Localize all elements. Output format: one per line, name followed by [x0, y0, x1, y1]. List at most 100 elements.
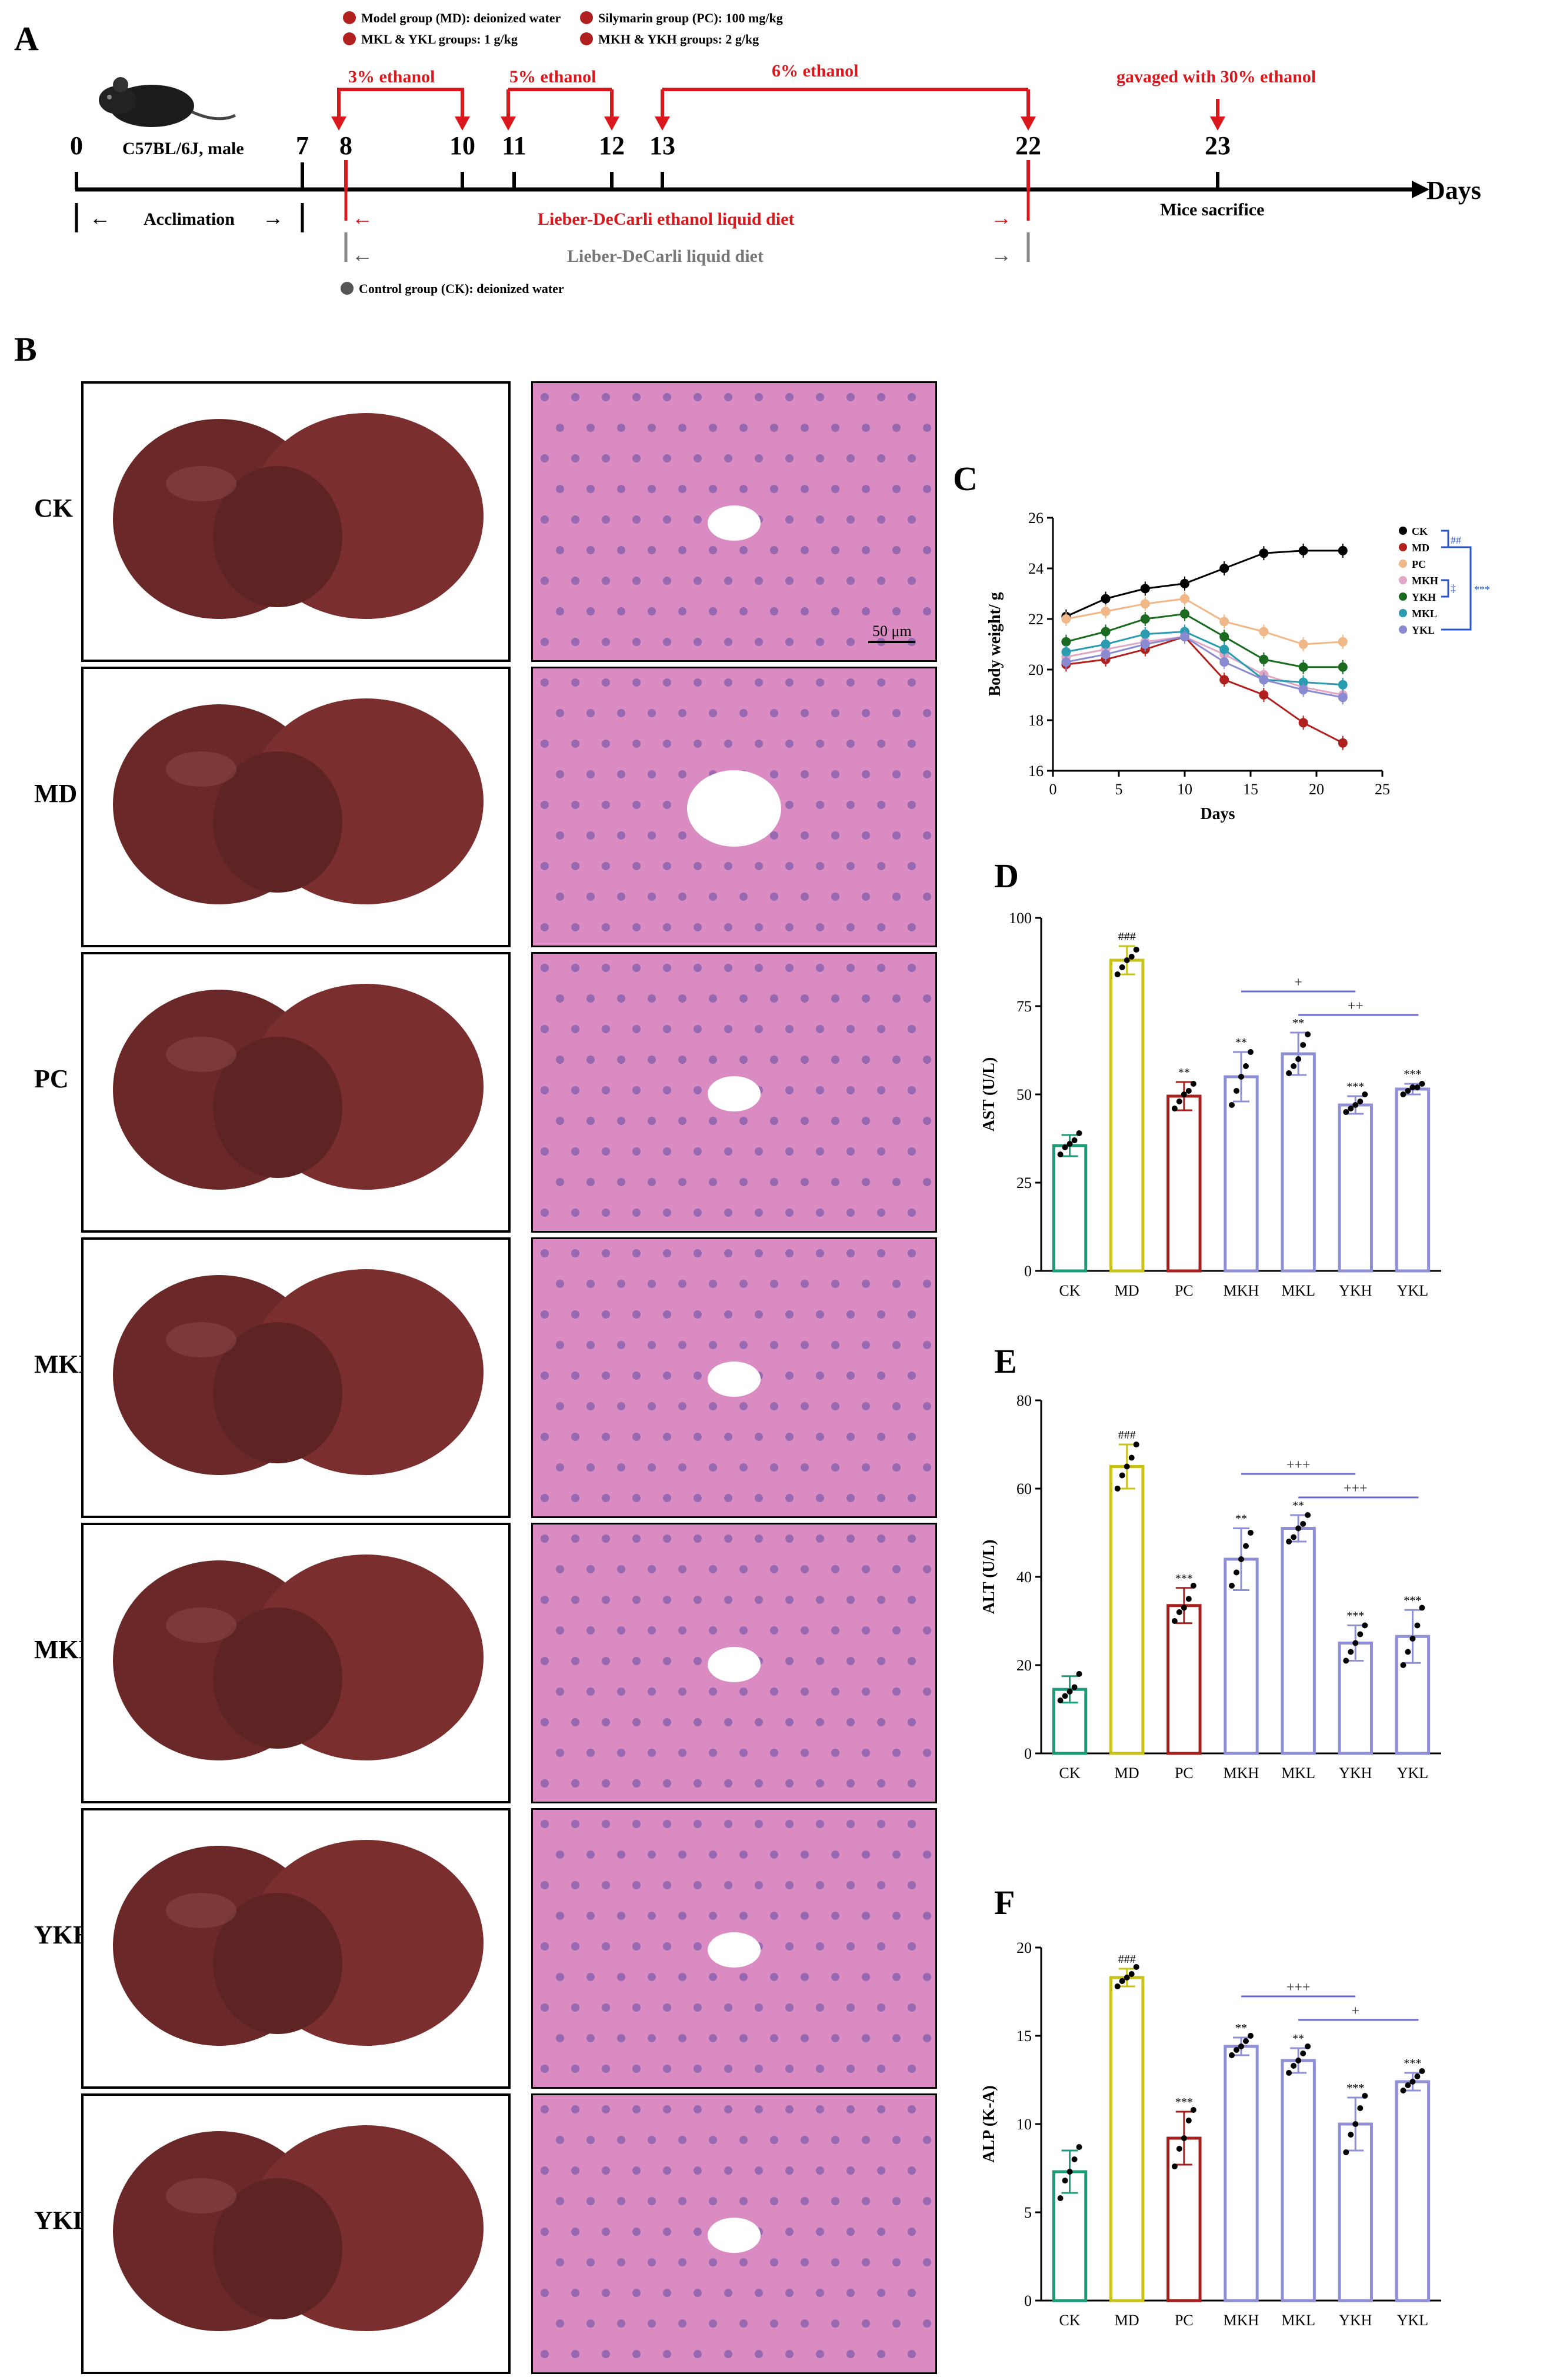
- e-point: [1062, 1693, 1068, 1699]
- c-point: [1338, 637, 1348, 647]
- e-point: [1185, 1596, 1192, 1602]
- d-point: [1243, 1063, 1249, 1069]
- liver-photo-mkl: [81, 1523, 511, 1803]
- e-sig-mkh: **: [1235, 1513, 1247, 1526]
- e-sig-pc: ***: [1175, 1572, 1193, 1585]
- legend-dot-high: [580, 32, 593, 45]
- d-point: [1291, 1063, 1297, 1069]
- c-series-ykh: [1066, 613, 1343, 668]
- c-point: [1101, 627, 1111, 637]
- c-point: [1259, 548, 1269, 558]
- e-point: [1414, 1622, 1421, 1629]
- e-point: [1133, 1442, 1139, 1447]
- c-legend-mkl: MKL: [1412, 608, 1437, 620]
- c-point: [1338, 693, 1348, 703]
- e-point: [1352, 1640, 1359, 1646]
- c-legend-md: MD: [1412, 542, 1429, 554]
- f-point: [1062, 2178, 1068, 2183]
- f-point: [1243, 2038, 1249, 2044]
- c-series-pc: [1066, 598, 1343, 645]
- f-point: [1419, 2068, 1425, 2074]
- c-legend-mkh: MKH: [1412, 575, 1438, 587]
- e-xtick-pc: PC: [1175, 1765, 1194, 1782]
- f-bar-mkh: [1224, 2045, 1259, 2302]
- d-point: [1114, 971, 1121, 977]
- c-series-ykl: [1066, 635, 1344, 698]
- c-point: [1219, 675, 1229, 685]
- day-11: 11: [502, 131, 526, 160]
- f-ytick: 10: [1016, 2116, 1032, 2133]
- group-label-ck: CK: [34, 494, 73, 522]
- d-xtick-ykh: YKH: [1339, 1282, 1372, 1299]
- d-point: [1171, 1106, 1178, 1111]
- f-point: [1286, 2070, 1292, 2076]
- d-point: [1071, 1137, 1078, 1143]
- panel-label-a: A: [14, 19, 39, 58]
- e-bar-md: [1109, 1465, 1145, 1755]
- d-bracket-label: +: [1294, 975, 1302, 990]
- d-xtick-md: MD: [1115, 1282, 1139, 1299]
- liver-photo-ykh: [81, 1808, 511, 2089]
- e-ytick: 20: [1016, 1657, 1032, 1674]
- e-bracket-label: +++: [1344, 1481, 1368, 1496]
- d-ytick: 0: [1024, 1263, 1032, 1280]
- f-bar-mkl: [1281, 2059, 1316, 2302]
- legend-pc: Silymarin group (PC): 100 mg/kg: [598, 11, 783, 25]
- histology-md: [531, 667, 937, 947]
- day-10: 10: [449, 131, 475, 160]
- c-point: [1298, 662, 1308, 672]
- chart-body-weight: 16 18 20 22 24 26 0 5 10 15 20 25 Days Body weight/ g…: [986, 510, 1490, 823]
- c-legend-ykl: YKL: [1412, 624, 1435, 636]
- control-diet-label: Lieber-DeCarli liquid diet: [567, 247, 764, 266]
- f-point: [1409, 2079, 1416, 2085]
- f-ytick: 5: [1024, 2204, 1032, 2221]
- f-bar-ykl: [1395, 2080, 1431, 2302]
- e-point: [1128, 1454, 1135, 1461]
- d-ytick: 50: [1016, 1086, 1032, 1103]
- f-ytick: 20: [1016, 1939, 1032, 1956]
- e-xtick-ck: CK: [1059, 1765, 1081, 1782]
- d-ytick: 100: [1009, 910, 1032, 927]
- c-point: [1180, 594, 1189, 604]
- c-point: [1338, 545, 1348, 555]
- f-bracket-label: +: [1352, 2003, 1360, 2019]
- d-point: [1343, 1109, 1349, 1115]
- group-label-ykl: YKL: [34, 2206, 91, 2235]
- f-point: [1305, 2043, 1311, 2049]
- c-point: [1140, 640, 1150, 649]
- e-point: [1071, 1684, 1078, 1690]
- c-ylabel: Body weight/ g: [986, 592, 1004, 696]
- e-point: [1076, 1671, 1082, 1677]
- e-point: [1362, 1622, 1368, 1629]
- c-xtick: 25: [1375, 781, 1390, 798]
- c-point: [1061, 614, 1071, 624]
- f-point: [1066, 2169, 1073, 2175]
- liver-photo-pc: [81, 952, 511, 1233]
- d-point: [1409, 1084, 1416, 1090]
- c-point: [1180, 578, 1189, 588]
- e-point: [1348, 1649, 1354, 1655]
- f-point: [1295, 2058, 1302, 2063]
- d-point: [1176, 1099, 1182, 1104]
- f-sig-ykl: ***: [1404, 2057, 1421, 2070]
- c-point: [1298, 718, 1308, 728]
- f-sig-pc: ***: [1175, 2096, 1193, 2109]
- f-point: [1057, 2195, 1064, 2201]
- acclimation-arrow-left: ←: [89, 206, 111, 229]
- c-sig-2: ‡: [1451, 582, 1456, 594]
- c-legend-pc: PC: [1412, 558, 1426, 570]
- e-ylabel: ALT (U/L): [980, 1540, 998, 1615]
- f-point: [1171, 2163, 1178, 2169]
- c-point: [1298, 677, 1308, 687]
- c-point: [1140, 599, 1150, 609]
- d-point: [1405, 1088, 1411, 1094]
- legend-low: MKL & YKL groups: 1 g/kg: [361, 32, 518, 46]
- c-sig-1: ##: [1451, 534, 1461, 546]
- f-point: [1248, 2033, 1254, 2039]
- phase-5pct: 5% ethanol: [509, 67, 596, 86]
- f-point: [1119, 1978, 1125, 1984]
- f-point: [1414, 2073, 1421, 2079]
- d-point: [1295, 1056, 1302, 1062]
- f-point: [1291, 2063, 1297, 2069]
- c-point: [1101, 607, 1111, 617]
